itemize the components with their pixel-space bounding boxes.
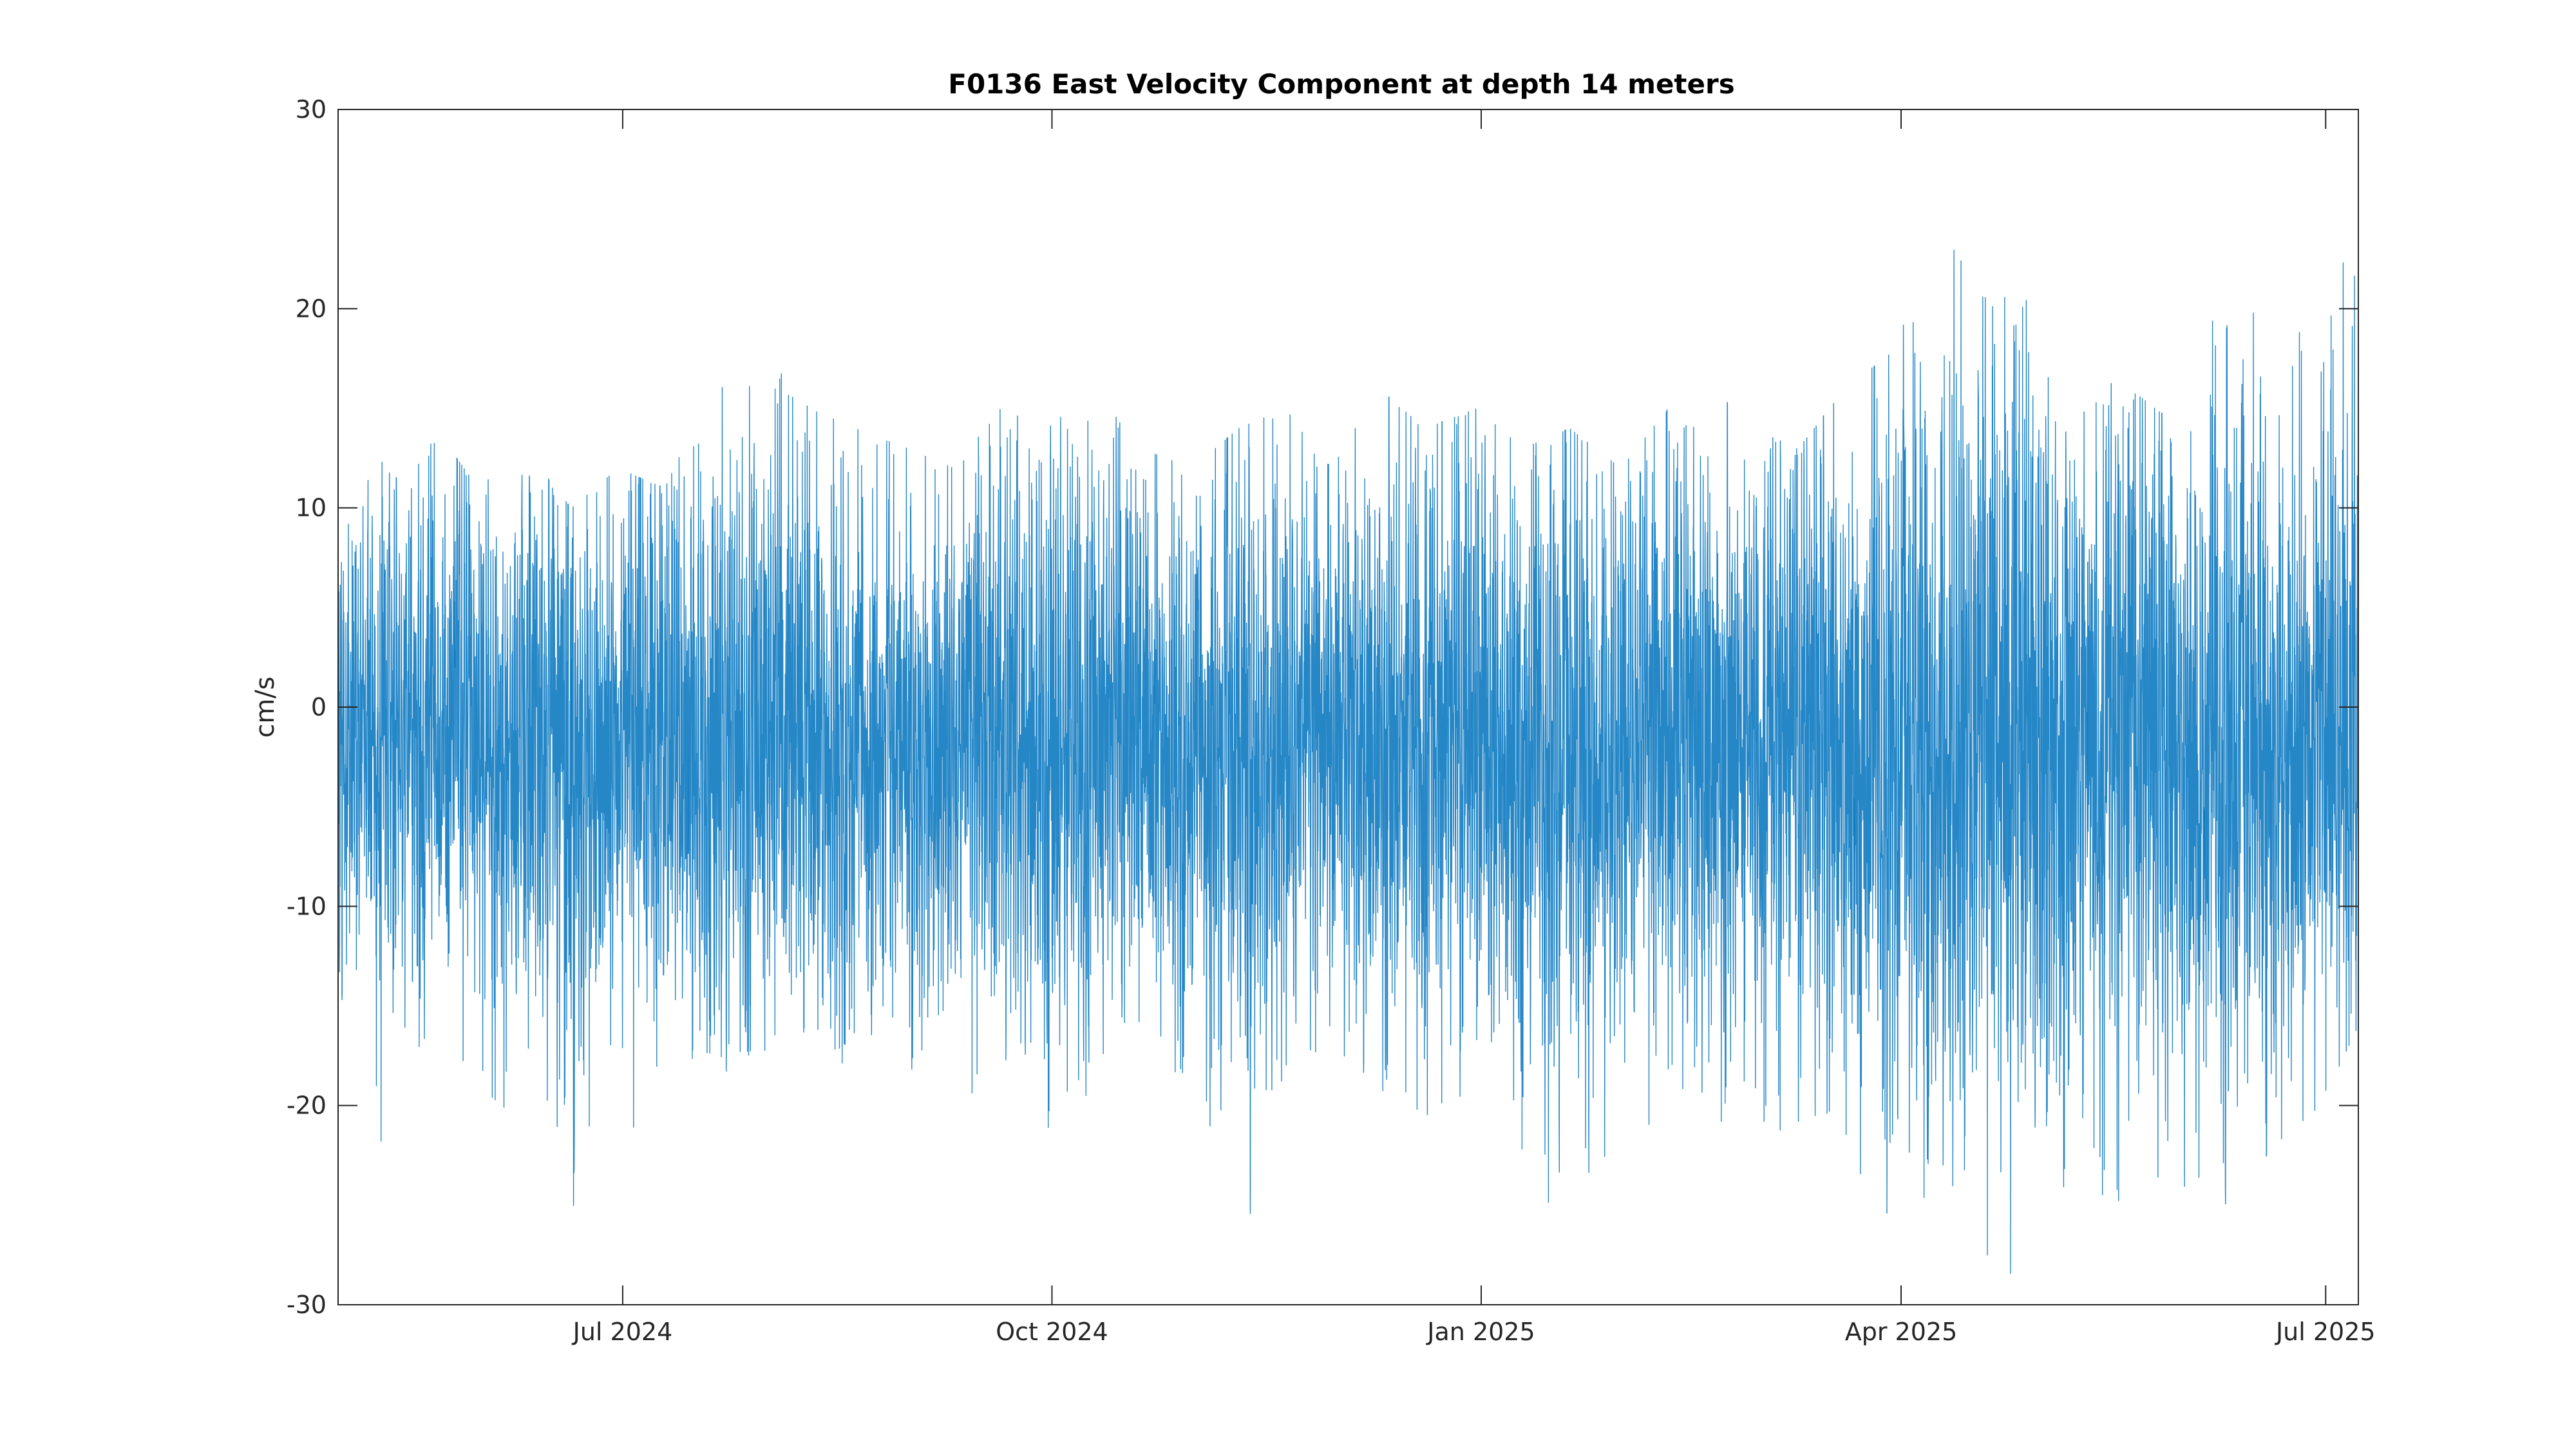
series-line-segment (1971, 296, 2088, 1274)
series-line-segment (804, 405, 922, 1070)
y-tick-label: 20 (296, 294, 327, 323)
y-axis-label: cm/s (251, 676, 280, 737)
series-line-segment (338, 442, 455, 1142)
series-line-segment (2204, 312, 2322, 1204)
series-line-segment (1620, 402, 1739, 1125)
series-line-segment (2320, 262, 2358, 1091)
series-layer (338, 249, 2358, 1274)
series-line-segment (454, 457, 572, 1127)
x-tick-label: Oct 2024 (996, 1318, 1108, 1346)
series-line-segment (1737, 402, 1855, 1135)
series-line-segment (687, 373, 806, 1072)
x-tick-label: Jan 2025 (1426, 1318, 1535, 1346)
series-line-segment (1154, 417, 1272, 1214)
y-tick-label: -20 (287, 1092, 327, 1120)
series-line-segment (920, 409, 1039, 1094)
x-tick-label: Apr 2025 (1845, 1318, 1958, 1346)
series-line-segment (2087, 383, 2205, 1201)
y-tick-label: 0 (311, 693, 327, 721)
y-tick-label: -10 (287, 892, 327, 920)
y-tick-label: -30 (287, 1291, 327, 1319)
x-tick-label: Jul 2024 (572, 1318, 673, 1346)
series-line-segment (1853, 249, 1972, 1214)
series-line-segment (1271, 414, 1388, 1092)
series-line-segment (571, 457, 689, 1206)
y-tick-label: 10 (296, 494, 327, 522)
x-tick-label: Jul 2025 (2275, 1318, 2376, 1346)
series-line-segment (1387, 396, 1505, 1115)
y-axis: -30 -20 -10 0 10 20 30 (287, 95, 2358, 1319)
x-axis: Jul 2024 Oct 2024 Jan 2025 Apr 2025 Jul 2025 (572, 109, 2376, 1346)
series-line-segment (1037, 417, 1155, 1128)
y-tick-label: 30 (296, 95, 327, 124)
chart-title: F0136 East Velocity Component at depth 1… (948, 68, 1734, 100)
series-line-segment (1504, 428, 1622, 1203)
